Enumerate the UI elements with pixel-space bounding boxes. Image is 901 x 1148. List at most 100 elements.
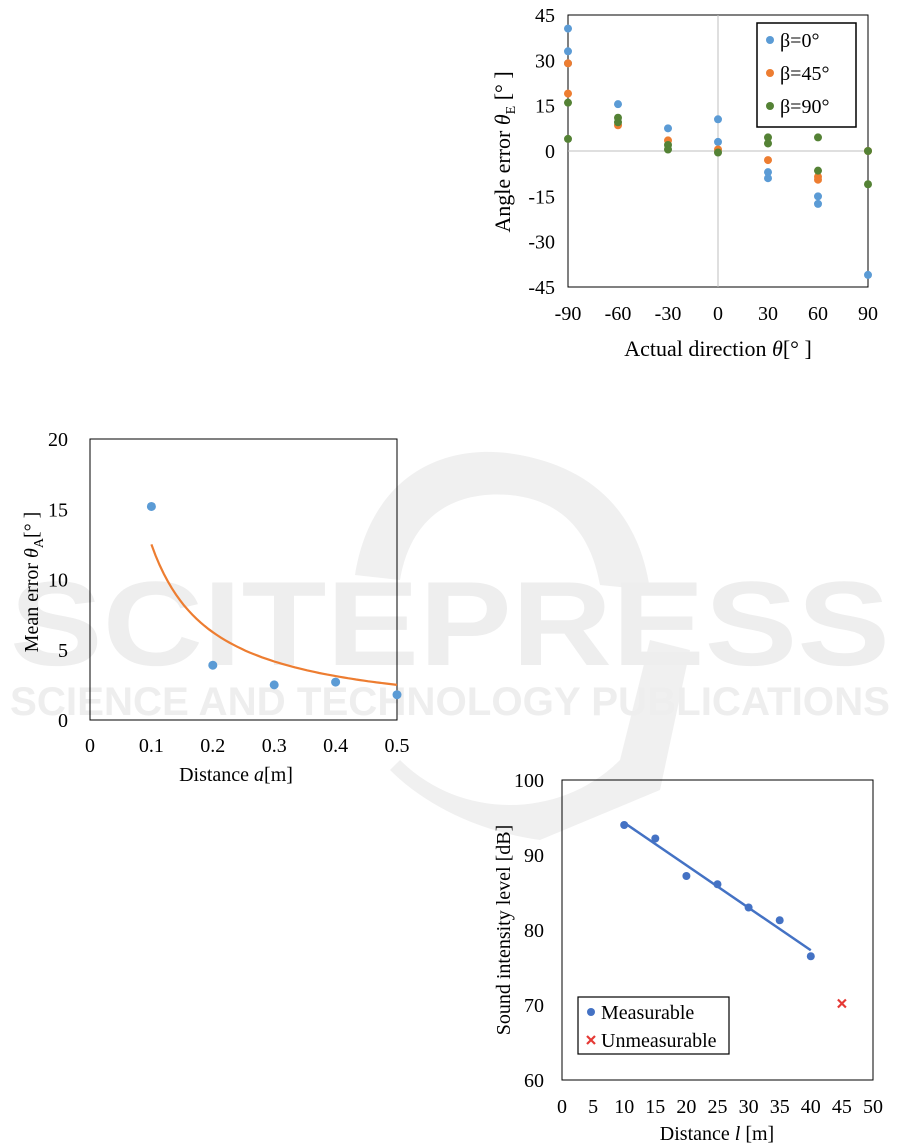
- plot-area: [561, 779, 874, 1081]
- data-point: [864, 270, 872, 279]
- data-point: [651, 834, 660, 843]
- x-axis-title: Distance l [m]: [660, 1123, 774, 1145]
- data-point: [208, 660, 218, 670]
- data-point: [564, 134, 572, 143]
- x-tick-label: 30: [739, 1096, 759, 1118]
- x-tick-label: 90: [858, 303, 878, 325]
- legend-label: β=90°: [780, 96, 829, 118]
- legend-label: Unmeasurable: [601, 1030, 717, 1052]
- trendline: [150, 544, 398, 686]
- data-point: [814, 166, 822, 175]
- data-point: [764, 174, 772, 183]
- y-tick-label: -30: [528, 232, 555, 254]
- watermark-brand: SCITEPRESS: [10, 557, 890, 691]
- data-point: [682, 872, 691, 880]
- x-tick-label: 60: [808, 303, 828, 325]
- x-tick-label: 0.3: [262, 735, 287, 757]
- data-point: [814, 133, 822, 142]
- x-stroke: [586, 1035, 596, 1045]
- data-point: [714, 115, 722, 124]
- y-tick-label: 100: [514, 770, 544, 792]
- data-point: [331, 677, 341, 687]
- y-tick-label: 30: [535, 50, 555, 72]
- data-point: [564, 24, 572, 33]
- data-point: [564, 98, 572, 107]
- x-tick-label: 45: [832, 1096, 852, 1118]
- y-tick-label: 10: [48, 570, 68, 592]
- data-point: [714, 148, 722, 157]
- legend-box: [577, 996, 730, 1055]
- x-tick-label: 0: [85, 735, 95, 757]
- data-point: [764, 168, 772, 177]
- y-tick-label: 45: [535, 5, 555, 27]
- legend-marker: [766, 69, 774, 77]
- legend-label: β=0°: [780, 30, 819, 52]
- y-axis-title: Sound intensity level [dB]: [493, 825, 515, 1036]
- y-tick-label: -45: [528, 277, 555, 299]
- y-tick-label: 70: [524, 995, 544, 1017]
- legend-label: β=45°: [780, 63, 829, 85]
- data-point: [146, 501, 156, 511]
- y-tick-label: 90: [524, 845, 544, 867]
- y-axis-title: Angle error θE [° ]: [490, 71, 519, 232]
- x-tick-label: 0.4: [323, 735, 348, 757]
- x-tick-label: 40: [801, 1096, 821, 1118]
- legend-marker: [766, 36, 774, 44]
- x-tick-label: 0.2: [200, 735, 225, 757]
- y-tick-label: 0: [58, 710, 68, 732]
- data-point: [864, 147, 872, 155]
- data-point: [744, 903, 753, 912]
- x-tick-label: 0: [557, 1096, 567, 1118]
- y-tick-label: 15: [535, 96, 555, 118]
- y-tick-label: 20: [48, 429, 68, 451]
- watermark-tagline: SCIENCE AND TECHNOLOGY PUBLICATIONS: [10, 680, 890, 724]
- x-tick-label: 0: [713, 303, 723, 325]
- y-tick-label: 5: [58, 640, 68, 662]
- unmeasurable-marker: [837, 998, 847, 1009]
- y-tick-label: 0: [545, 141, 555, 163]
- y-tick-label: -15: [528, 186, 555, 208]
- data-point: [814, 199, 822, 208]
- data-point: [614, 118, 622, 127]
- x-tick-label: 50: [863, 1096, 883, 1118]
- y-tick-label: 15: [48, 499, 68, 521]
- x-tick-label: 10: [614, 1096, 634, 1118]
- x-tick-label: 0.1: [139, 735, 164, 757]
- x-tick-label: 0.5: [385, 735, 410, 757]
- data-point: [714, 137, 722, 146]
- data-point: [806, 952, 815, 961]
- x-tick-label: 5: [588, 1096, 598, 1118]
- data-point: [620, 821, 629, 829]
- data-point: [764, 156, 772, 165]
- data-point: [775, 916, 784, 925]
- y-axis-title: Mean error θA[° ]: [21, 512, 47, 653]
- legend-label: Measurable: [601, 1002, 694, 1024]
- x-tick-label: 20: [676, 1096, 696, 1118]
- watermark-swirl: [355, 451, 650, 590]
- x-tick-label: -90: [555, 303, 582, 325]
- data-point: [664, 124, 672, 133]
- data-point: [764, 133, 772, 142]
- legend-marker: [766, 102, 774, 110]
- data-point: [864, 180, 872, 189]
- y-tick-label: 60: [524, 1070, 544, 1092]
- x-tick-label: 15: [645, 1096, 665, 1118]
- watermark-arrow: [390, 640, 690, 840]
- data-point: [713, 880, 722, 889]
- legend-marker: [587, 1008, 595, 1016]
- data-point: [764, 139, 772, 148]
- data-point: [614, 100, 622, 109]
- x-tick-label: 30: [758, 303, 778, 325]
- data-point: [564, 59, 572, 68]
- data-point: [664, 145, 672, 154]
- data-point: [814, 192, 822, 201]
- data-point: [392, 690, 402, 700]
- x-stroke: [837, 998, 847, 1009]
- data-point: [564, 47, 572, 56]
- plot-area: [89, 438, 398, 721]
- x-axis-title: Actual direction θ[° ]: [624, 336, 812, 361]
